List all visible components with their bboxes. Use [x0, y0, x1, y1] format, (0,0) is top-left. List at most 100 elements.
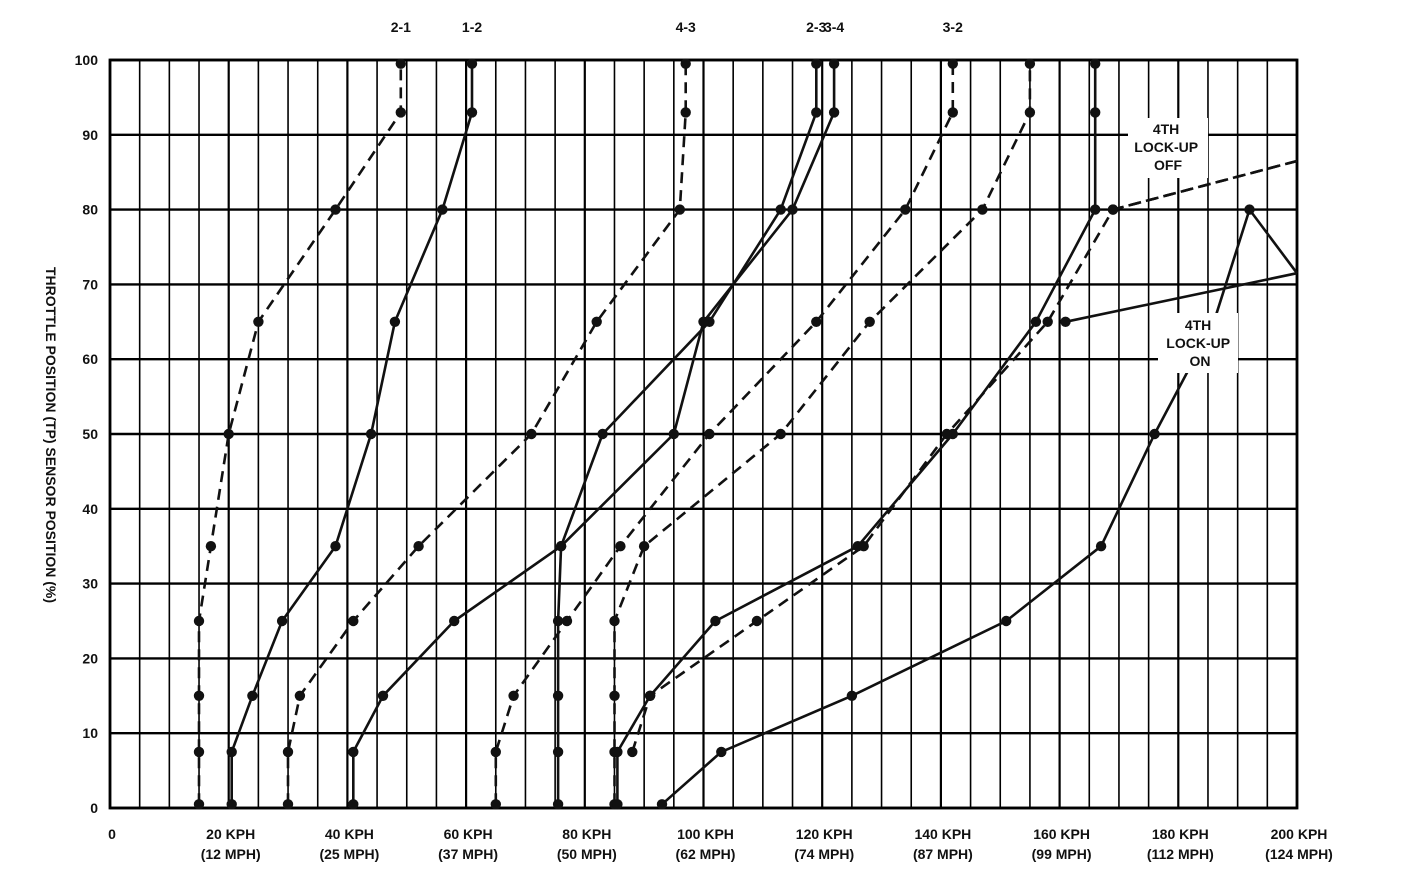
y-tick-label: 20 — [82, 650, 98, 666]
data-point — [282, 746, 294, 758]
data-point — [710, 615, 721, 627]
x-tick-kph: 40 KPH — [325, 826, 374, 842]
series-line-3-2 — [494, 63, 955, 805]
x-tick-mph: (37 MPH) — [438, 846, 498, 862]
x-tick-kph: 160 KPH — [1033, 826, 1090, 842]
data-point — [615, 541, 626, 552]
data-point — [466, 58, 478, 69]
data-point — [787, 204, 798, 215]
data-point — [348, 799, 359, 810]
data-point — [680, 58, 691, 69]
data-point — [947, 107, 958, 118]
data-point — [437, 204, 448, 215]
data-point — [612, 799, 623, 810]
lockup-on-line-2: LOCK-UP — [1166, 335, 1230, 351]
y-tick-label: 0 — [90, 800, 98, 816]
y-tick-label: 90 — [82, 127, 98, 143]
series-label-3-2: 3-2 — [943, 19, 963, 35]
lockup-off-line-3: OFF — [1154, 157, 1182, 173]
data-point — [294, 690, 306, 701]
data-point — [205, 541, 217, 552]
data-point — [609, 690, 620, 701]
series-line-2-1 — [197, 63, 403, 805]
data-point — [490, 746, 501, 758]
data-point — [276, 615, 288, 627]
x-tick-kph: 80 KPH — [562, 826, 611, 842]
data-point — [1244, 204, 1255, 215]
x-tick-mph: (50 MPH) — [557, 846, 617, 862]
series-line-3-4 — [352, 63, 836, 805]
series-line-curve-10 — [661, 208, 1299, 806]
data-point — [864, 316, 875, 327]
data-point — [552, 690, 564, 701]
data-point — [389, 316, 401, 327]
data-point — [552, 799, 564, 810]
data-point — [1107, 204, 1119, 215]
x-tick-mph: (62 MPH) — [676, 846, 736, 862]
data-point — [1095, 541, 1107, 552]
data-point — [526, 428, 537, 440]
x-axis-tick-labels: 0 20 KPH (12 MPH) 40 KPH (25 MPH) 60 KPH (37 M… — [108, 826, 1333, 862]
data-point — [508, 690, 519, 701]
x-tick-kph: 0 — [108, 826, 116, 842]
y-tick-label: 30 — [82, 576, 98, 592]
data-point — [811, 316, 822, 327]
data-point — [377, 690, 389, 701]
series-label-4-3: 4-3 — [676, 19, 696, 35]
chart-grid — [108, 58, 1299, 810]
series-line-2-3 — [556, 63, 818, 805]
data-point — [552, 746, 564, 758]
data-point — [1090, 58, 1101, 69]
data-point — [811, 58, 822, 69]
data-point — [591, 316, 602, 327]
data-point — [449, 615, 460, 627]
data-point — [365, 428, 377, 440]
data-point — [247, 690, 258, 701]
data-point — [193, 690, 205, 701]
series-line-curve-8 — [616, 63, 1097, 805]
y-axis-tick-labels: 0 10 20 30 40 50 60 70 80 90 100 — [75, 52, 99, 816]
data-point — [226, 746, 237, 758]
y-tick-label: 80 — [82, 202, 98, 218]
data-point — [674, 204, 685, 215]
y-tick-label: 60 — [82, 351, 98, 367]
data-point — [846, 690, 858, 701]
data-point — [1060, 316, 1071, 327]
x-tick-mph: (124 MPH) — [1265, 846, 1333, 862]
x-tick-mph: (99 MPH) — [1032, 846, 1092, 862]
x-tick-kph: 140 KPH — [914, 826, 971, 842]
data-point — [858, 541, 869, 552]
x-tick-mph: (112 MPH) — [1147, 846, 1214, 862]
data-point — [552, 615, 564, 627]
lockup-on-line-1: 4TH — [1185, 317, 1211, 333]
data-point — [828, 107, 840, 118]
data-point — [1001, 615, 1012, 627]
series-line-curve-7 — [613, 63, 1032, 805]
data-point — [490, 799, 501, 810]
series-label-3-4: 3-4 — [824, 19, 844, 35]
data-point — [193, 615, 205, 627]
y-axis-label: THROTTLE POSITION (TP) SENSOR POSITION (… — [43, 267, 59, 603]
data-point — [330, 204, 341, 215]
data-point — [1024, 58, 1036, 69]
data-point — [609, 615, 620, 627]
x-tick-kph: 100 KPH — [677, 826, 734, 842]
data-point — [1024, 107, 1036, 118]
data-point — [612, 746, 623, 758]
data-point — [698, 316, 709, 327]
data-point — [704, 428, 715, 440]
data-point — [680, 107, 691, 118]
x-tick-kph: 60 KPH — [444, 826, 493, 842]
data-point — [413, 541, 424, 552]
data-point — [253, 316, 264, 327]
data-point — [775, 204, 786, 215]
data-point — [751, 615, 763, 627]
data-point — [282, 799, 294, 810]
data-point — [716, 746, 727, 758]
data-point — [193, 746, 205, 758]
y-tick-label: 40 — [82, 501, 98, 517]
data-point — [226, 799, 237, 810]
data-point — [1030, 316, 1042, 327]
y-tick-label: 50 — [82, 426, 98, 442]
